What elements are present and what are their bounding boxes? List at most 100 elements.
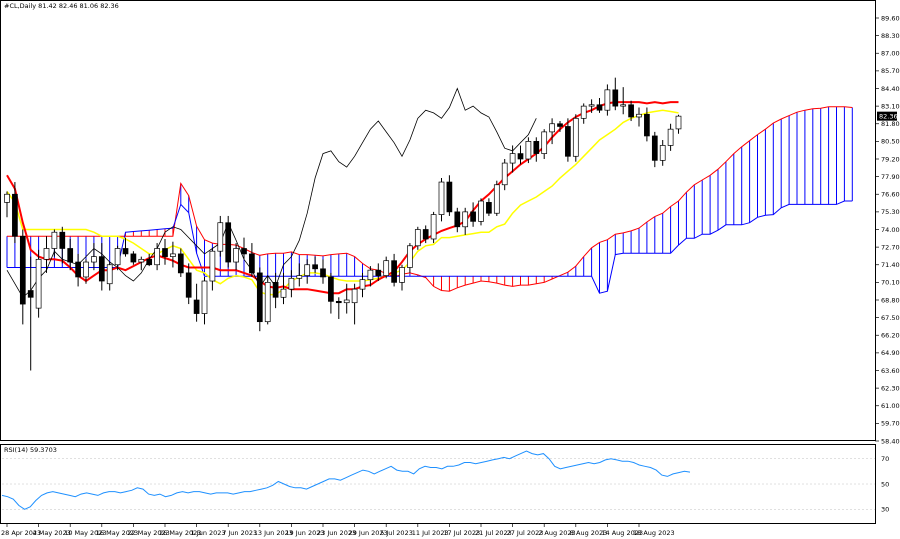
candle-body — [557, 123, 563, 127]
price-tick-label: 88.30 — [881, 32, 900, 40]
candle-body — [667, 128, 674, 146]
candle-body — [446, 181, 453, 213]
candle-body — [620, 104, 627, 107]
tenkan-sen-line — [6, 109, 679, 296]
candle-body — [438, 181, 445, 215]
price-tick-label: 70.10 — [881, 279, 900, 287]
candle-body — [636, 113, 642, 118]
current-price-marker — [877, 111, 897, 121]
candle-body — [122, 248, 129, 255]
candle-body — [201, 280, 208, 314]
candle-body — [114, 248, 121, 266]
candle-body — [462, 211, 469, 228]
price-tick-label: 63.60 — [881, 367, 900, 375]
candle-body — [272, 282, 279, 298]
candle-body — [580, 105, 587, 119]
date-tick-label: 23 Jun 2023 — [317, 529, 356, 537]
candle-body — [596, 104, 603, 111]
candle-body — [541, 131, 548, 154]
candle-body — [209, 250, 216, 282]
date-tick-label: 11 Jul 2023 — [412, 529, 449, 537]
candle-body — [549, 123, 555, 133]
price-tick-label: 89.60 — [881, 14, 900, 22]
price-tick-label: 76.60 — [881, 191, 900, 199]
date-tick-label: 5 Jul 2023 — [380, 529, 413, 537]
main-pane-frame — [0, 0, 876, 441]
rsi-pane-frame — [0, 444, 876, 524]
candle-body — [233, 248, 239, 263]
rsi-line — [1, 450, 691, 510]
date-tick-label: 28 Apr 2023 — [1, 529, 41, 537]
candle-body — [407, 245, 413, 268]
price-tick-label: 81.80 — [881, 120, 900, 128]
price-tick-label: 62.30 — [881, 384, 900, 392]
candle-body — [399, 267, 405, 283]
date-tick-label: 18 Aug 2023 — [633, 529, 675, 537]
candle-body — [170, 253, 176, 257]
kijun-sen-line — [6, 101, 679, 295]
candles[interactable] — [4, 77, 682, 371]
candle-body — [343, 299, 350, 304]
candle-body — [493, 184, 500, 214]
date-tick-label: 29 Jun 2023 — [349, 529, 388, 537]
candle-body — [19, 235, 26, 305]
candle-body — [27, 290, 34, 298]
candle-body — [414, 229, 421, 247]
candle-body — [304, 264, 311, 276]
date-tick-label: 1 Jun 2023 — [191, 529, 226, 537]
date-tick-label: 26 May 2023 — [159, 529, 201, 537]
price-tick-label: 79.20 — [881, 155, 900, 163]
price-tick-label: 83.10 — [881, 102, 900, 110]
price-tick-label: 64.90 — [881, 349, 900, 357]
candle-body — [430, 214, 437, 240]
candle-body — [525, 141, 532, 160]
candle-body — [320, 268, 326, 278]
candle-body — [517, 153, 524, 160]
candle-body — [533, 141, 540, 154]
candle-body — [367, 269, 374, 281]
candle-body — [351, 288, 358, 304]
candle-body — [454, 211, 461, 228]
rsi-pane: 70 50 30 — [1, 450, 889, 514]
candle-body — [83, 261, 89, 278]
price-tick-label: 75.30 — [881, 208, 900, 216]
candle-body — [501, 162, 508, 186]
candle-body — [312, 264, 318, 270]
candle-body — [130, 253, 137, 263]
symbol-header: #CL,Daily 81.42 82.46 81.06 82.36 — [4, 2, 119, 10]
candle-body — [644, 113, 650, 137]
candle-body — [675, 115, 682, 130]
date-tick-label: 7 Jun 2023 — [222, 529, 257, 537]
candle-body — [51, 231, 58, 249]
candle-body — [565, 126, 571, 157]
candle-body — [217, 222, 224, 252]
candle-body — [478, 200, 484, 222]
current-price-label: 82.36 — [879, 112, 898, 120]
candle-body — [588, 104, 595, 107]
candle-body — [75, 261, 81, 278]
candle-body — [280, 288, 287, 298]
candle-body — [509, 153, 516, 164]
candle-body — [91, 256, 97, 263]
candle-body — [185, 272, 192, 298]
candle-body — [4, 193, 10, 203]
date-tick-label: 2 Aug 2023 — [538, 529, 576, 537]
price-tick-label: 85.70 — [881, 67, 900, 75]
price-tick-label: 87.00 — [881, 50, 900, 58]
candle-body — [659, 145, 666, 161]
candle-body — [162, 248, 168, 257]
candle-body — [383, 260, 390, 276]
senkou-span-a-line — [7, 106, 853, 292]
candle-body — [470, 211, 476, 222]
rsi-tick-label: 70 — [881, 455, 889, 463]
price-tick-label: 72.70 — [881, 243, 900, 251]
price-tick-label: 66.20 — [881, 332, 900, 340]
price-tick-label: 68.80 — [881, 296, 900, 304]
price-tick-label: 61.00 — [881, 402, 900, 410]
price-tick-label: 59.70 — [881, 420, 900, 428]
date-tick-label: 4 May 2023 — [33, 529, 71, 537]
candle-body — [106, 264, 113, 285]
price-tick-label: 74.00 — [881, 226, 900, 234]
